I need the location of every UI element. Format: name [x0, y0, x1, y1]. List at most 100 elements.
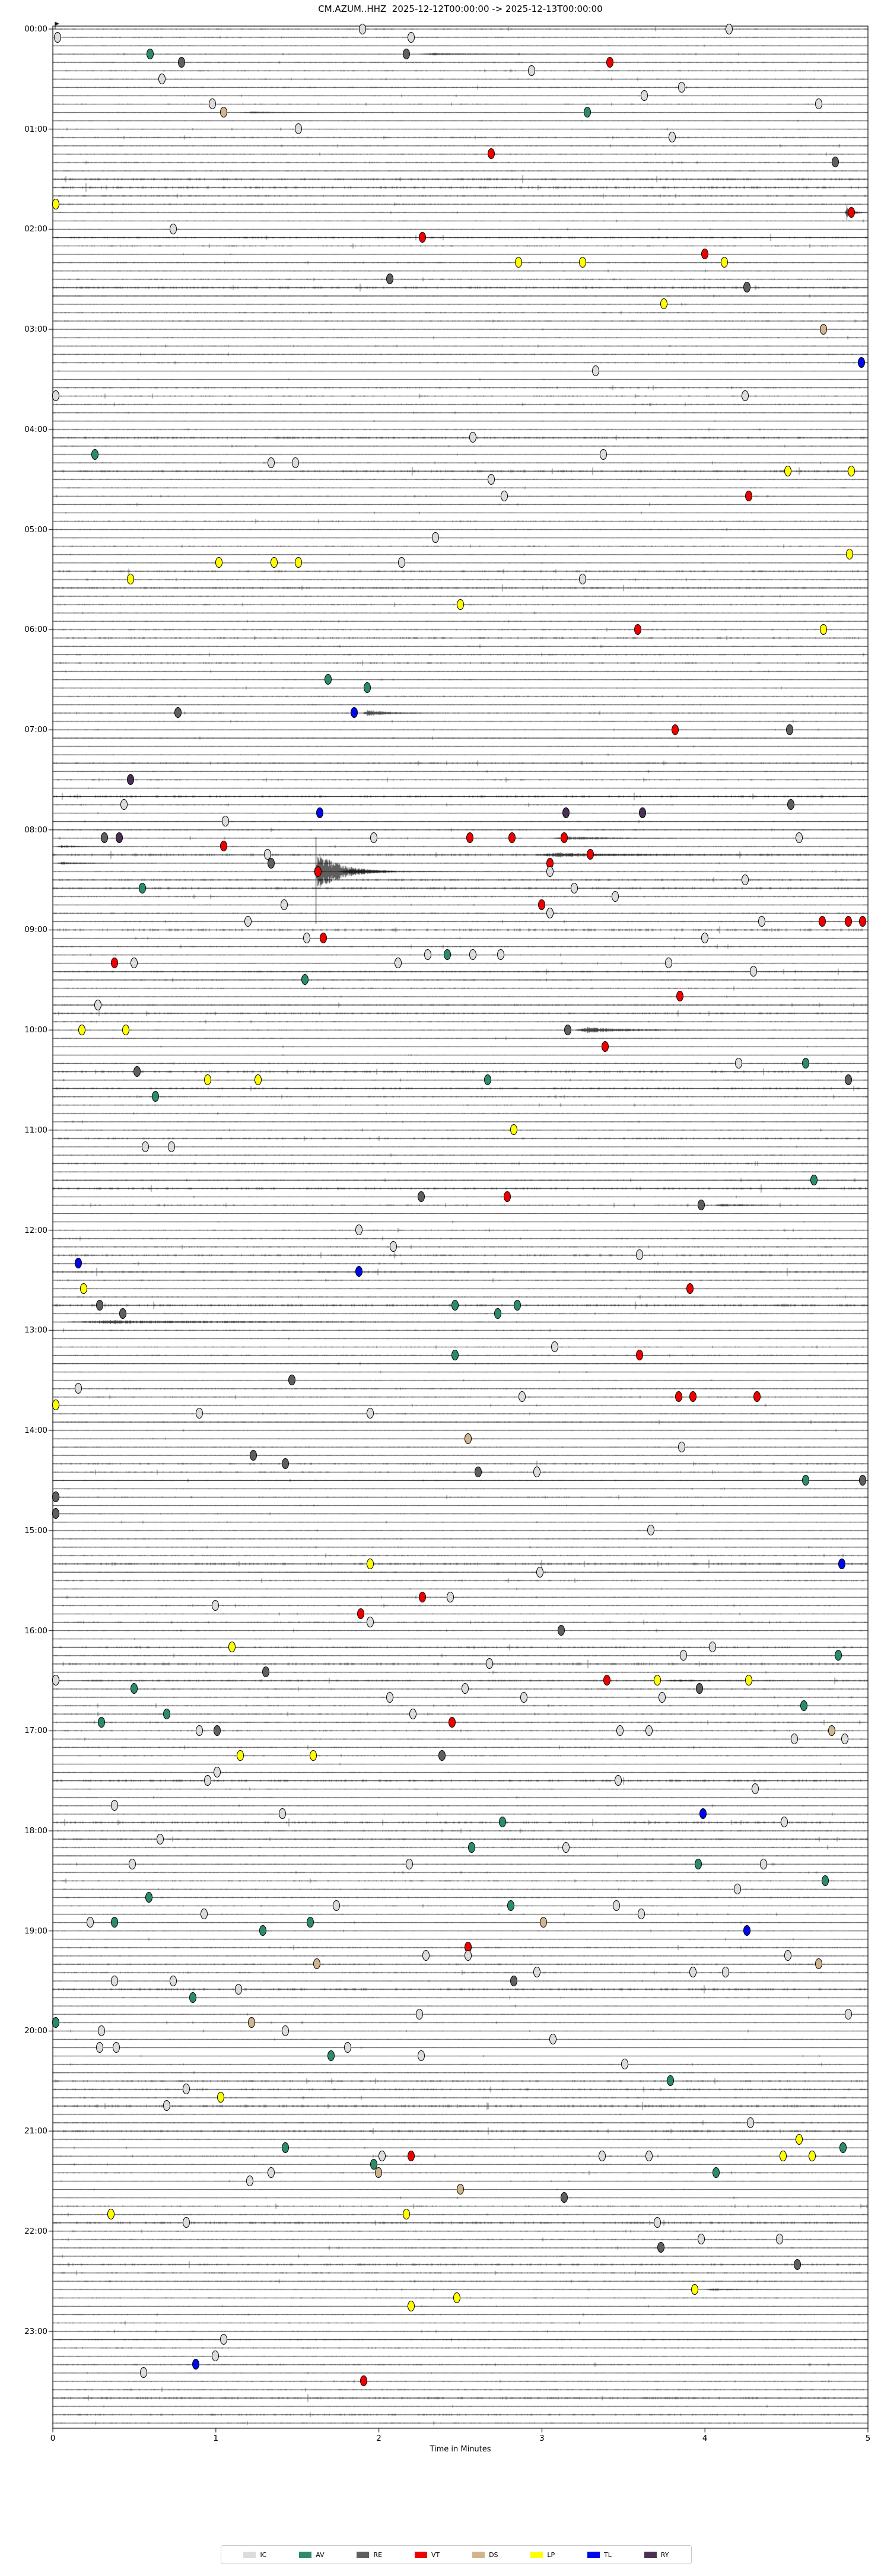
event-marker-vt	[110, 958, 118, 969]
y-tick-label: 05:00	[24, 524, 47, 535]
event-marker-av	[443, 949, 451, 961]
event-marker-re	[696, 1683, 704, 1694]
event-marker-tl	[838, 1558, 845, 1569]
event-marker-tl	[316, 807, 324, 819]
legend-swatch-ds	[472, 2551, 485, 2558]
event-marker-av	[451, 1299, 459, 1311]
event-marker-ic	[169, 1975, 177, 1986]
event-marker-vt	[745, 490, 752, 501]
event-marker-tl	[699, 1808, 707, 1820]
y-tick-label: 11:00	[24, 1125, 47, 1135]
event-marker-tl	[355, 1266, 363, 1277]
event-marker-lp	[78, 1024, 85, 1035]
event-marker-lp	[745, 1675, 752, 1686]
event-marker-ic	[367, 1408, 374, 1419]
event-marker-vt	[314, 866, 322, 877]
event-marker-ic	[370, 832, 377, 844]
event-marker-re	[174, 707, 182, 718]
x-tick-label: 3	[539, 2434, 545, 2443]
event-marker-ic	[378, 2150, 386, 2161]
event-marker-av	[363, 682, 371, 694]
event-marker-lp	[779, 2150, 787, 2161]
event-marker-vt	[602, 1041, 609, 1052]
event-marker-ic	[406, 1858, 414, 1869]
event-marker-lp	[367, 1558, 374, 1569]
event-marker-av	[147, 48, 154, 59]
event-marker-ic	[485, 1658, 493, 1669]
event-marker-vt	[818, 915, 826, 927]
legend-swatch-ry	[644, 2551, 657, 2558]
event-marker-vt	[701, 249, 708, 260]
legend-swatch-av	[299, 2551, 312, 2558]
event-marker-ic	[86, 1917, 94, 1928]
event-marker-lp	[510, 1124, 518, 1136]
event-marker-ic	[461, 1683, 469, 1694]
event-marker-re	[133, 1066, 141, 1077]
event-marker-av	[91, 449, 98, 460]
event-marker-ic	[422, 1950, 430, 1961]
event-marker-ic	[635, 1249, 643, 1261]
event-marker-ds	[539, 1917, 547, 1928]
event-marker-ic	[759, 1858, 767, 1869]
event-marker-ic	[432, 532, 440, 543]
event-marker-lp	[52, 1400, 59, 1411]
event-marker-ic	[615, 1775, 622, 1786]
event-marker-av	[467, 1842, 475, 1853]
y-tick-label: 02:00	[24, 224, 47, 234]
event-marker-ic	[528, 65, 536, 76]
event-marker-vt	[408, 2150, 415, 2161]
event-marker-ic	[75, 1383, 82, 1394]
event-marker-ic	[641, 90, 648, 101]
event-marker-lp	[236, 1750, 244, 1761]
event-marker-lp	[846, 549, 854, 560]
event-marker-lp	[271, 557, 278, 568]
event-marker-av	[110, 1917, 118, 1928]
event-marker-re	[657, 2242, 664, 2253]
event-marker-ic	[389, 1241, 397, 1252]
event-marker-ic	[424, 949, 431, 961]
legend-item-ds: DS	[472, 2551, 498, 2559]
event-marker-ic	[212, 1599, 220, 1611]
legend-item-tl: TL	[587, 2551, 612, 2559]
event-marker-ic	[267, 2167, 275, 2178]
event-marker-ic	[195, 1408, 203, 1419]
event-marker-ic	[469, 432, 477, 443]
event-marker-ic	[570, 882, 578, 893]
event-marker-av	[800, 1700, 808, 1711]
event-marker-ic	[469, 949, 477, 961]
event-marker-re	[386, 273, 394, 285]
event-marker-ic	[533, 1967, 540, 1978]
event-marker-ic	[591, 365, 599, 376]
event-marker-re	[282, 1458, 290, 1469]
event-marker-ic	[408, 31, 415, 43]
event-marker-ry	[562, 807, 570, 819]
event-marker-av	[97, 1716, 105, 1728]
event-marker-ds	[247, 2017, 255, 2028]
legend-label: DS	[489, 2550, 498, 2559]
event-marker-lp	[215, 557, 222, 568]
event-marker-ic	[796, 832, 803, 844]
event-marker-vt	[634, 624, 642, 635]
y-tick-label: 09:00	[24, 925, 47, 935]
x-axis-label: Time in Minutes	[430, 2445, 491, 2454]
event-marker-ic	[52, 1675, 59, 1686]
event-marker-lp	[453, 2292, 460, 2303]
y-tick-label: 18:00	[24, 1826, 47, 1836]
event-marker-re	[101, 832, 109, 844]
event-marker-av	[451, 1350, 459, 1361]
event-marker-ic	[142, 1141, 150, 1152]
event-marker-vt	[848, 206, 855, 218]
event-marker-lp	[654, 1675, 661, 1686]
event-marker-lp	[809, 2150, 816, 2161]
event-marker-av	[513, 1299, 521, 1311]
event-marker-ic	[546, 907, 554, 918]
event-marker-ic	[536, 1566, 544, 1578]
event-marker-ic	[709, 1642, 717, 1653]
y-tick-label: 20:00	[24, 2026, 47, 2036]
event-marker-ic	[790, 1733, 798, 1744]
legend-swatch-lp	[530, 2551, 543, 2558]
event-marker-ic	[110, 1800, 118, 1811]
legend-item-re: RE	[357, 2551, 382, 2559]
event-marker-re	[96, 1299, 104, 1311]
